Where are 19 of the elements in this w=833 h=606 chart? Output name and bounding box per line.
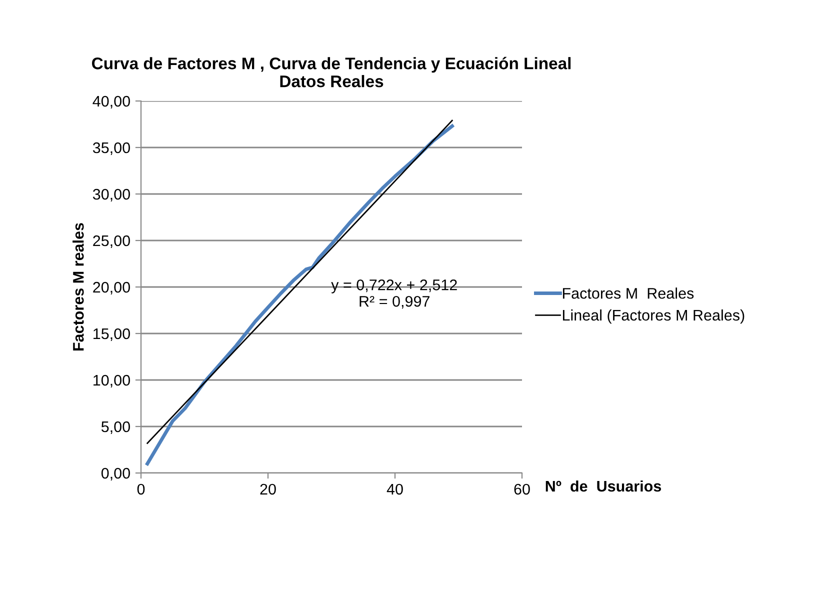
y-tick-label: 35,00 [92, 142, 130, 155]
x-tick-label: 0 [137, 484, 145, 495]
x-axis-title: Nº de Usuarios [546, 480, 662, 492]
x-tick-label: 40 [386, 484, 403, 495]
y-tick-label: 0,00 [101, 468, 130, 480]
y-tick-label: 20,00 [93, 282, 130, 294]
annotation: y = 0,722x + 2,512 R² = 0,997 [331, 279, 457, 309]
chart-title: Curva de Factores M , Curva de Tendencia y Ecuación Lineal Datos Reales [92, 56, 571, 88]
x-tick-label: 60 [514, 484, 530, 495]
y-axis-title: Factores M reales [72, 223, 84, 351]
y-tick-label: 10,00 [94, 374, 130, 388]
legend-label: Factores M Reales [562, 288, 694, 299]
y-tick-label: 5,00 [101, 421, 130, 434]
y-tick-label: 40,00 [92, 96, 130, 108]
legend-label: Lineal (Factores M Reales) [562, 309, 744, 324]
y-tick-label: 25,00 [93, 235, 130, 248]
y-tick-label: 30,00 [92, 188, 130, 202]
y-tick-label: 15,00 [94, 328, 130, 341]
x-tick-label: 20 [260, 484, 276, 495]
